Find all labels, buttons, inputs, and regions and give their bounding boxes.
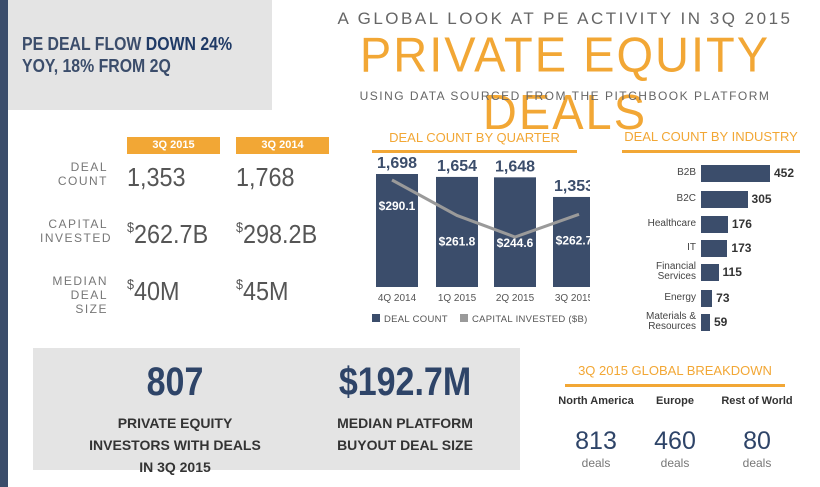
row-label: DEAL COUNT [57,160,108,188]
title: PRIVATE EQUITY DEALS [359,26,771,140]
legend-label: CAPITAL INVESTED ($B) [472,314,588,325]
region-name: Europe [656,395,694,407]
bar-value-label: 1,648 [495,158,535,175]
callout-highlight: DOWN 24% [145,34,233,54]
category-label: Financial Services [655,261,696,282]
cell-amount: 45M [243,276,289,306]
legend-label: DEAL COUNT [384,314,448,325]
bar [701,191,748,208]
currency-symbol: $ [127,276,135,292]
region-count: 813 [575,427,617,455]
cell-amount: 40M [134,276,180,306]
cell: $262.7B [127,219,208,250]
breakdown-title: 3Q 2015 GLOBAL BREAKDOWN [578,363,772,378]
legend-swatch [460,314,468,322]
callout-rest: YOY, 18% FROM 2Q [22,56,171,76]
cell: $298.2B [236,219,317,250]
bar-value-label: 173 [731,241,752,255]
row-label: CAPITAL INVESTED [40,217,113,245]
bar [701,165,770,182]
bar [701,264,719,281]
quarter-chart: 1,698 4Q 2014 1,654 1Q 2015 1,648 2Q 2015 1,35… [372,155,590,325]
cell-amount: 1,353 [127,162,186,192]
bar-value-label: 176 [731,217,752,231]
line-value-label: $244.6 [497,236,534,250]
stat-value: $192.7M [338,360,472,404]
stats-box [33,348,520,470]
x-tick-label: 2Q 2015 [496,293,535,304]
callout-lead: PE DEAL FLOW [22,34,142,54]
currency-symbol: $ [236,219,244,235]
category-label: Healthcare [647,218,696,229]
subtitle: USING DATA SOURCED FROM THE PITCHBOOK PL… [359,89,771,103]
x-tick-label: 1Q 2015 [438,293,477,304]
bar [701,216,728,233]
cell-amount: 262.7B [134,219,209,249]
line-value-label: $290.1 [379,199,416,213]
line-value-label: $262.7 [556,233,590,247]
bar [701,240,728,257]
line-value-label: $261.8 [439,234,476,248]
x-tick-label: 3Q 2015 [555,293,590,304]
callout-box [8,0,272,110]
bar [553,196,590,287]
cell-amount: 298.2B [243,219,318,249]
region-unit: deals [742,456,772,470]
side-stripe [0,0,8,487]
legend-swatch [372,314,380,322]
cell: 1,353 [127,162,186,193]
cell: 1,768 [236,162,295,193]
bar-value-label: 305 [751,192,772,206]
cell: $40M [127,276,180,307]
chart-title: DEAL COUNT BY INDUSTRY [624,129,798,144]
bar-value-label: 452 [774,166,795,180]
category-label: IT [687,242,696,253]
region-unit: deals [581,456,611,470]
cell-amount: 1,768 [236,162,295,192]
category-label: Energy [664,292,696,303]
region-count: 460 [654,427,696,455]
column-header: 3Q 2014 [236,137,329,154]
line [391,178,580,239]
callout: PE DEAL FLOW DOWN 24% YOY, 18% FROM 2Q [22,33,233,77]
region-name: North America [558,395,634,407]
region-unit: deals [660,456,690,470]
category-label: Materials & Resources [645,311,696,332]
bar [701,290,713,307]
bar-value-label: 59 [714,315,728,329]
bar [376,174,418,287]
row-label: MEDIAN DEAL SIZE [52,274,108,316]
bar [701,314,710,331]
currency-symbol: $ [236,276,244,292]
column-header: 3Q 2015 [127,137,220,154]
title-rule [372,150,577,153]
chart-title: DEAL COUNT BY QUARTER [389,130,560,145]
region-count: 80 [743,427,771,455]
bar-value-label: 1,654 [437,158,477,175]
bar-value-label: 73 [716,291,730,305]
kicker: A GLOBAL LOOK AT PE ACTIVITY IN 3Q 2015 [337,9,793,28]
stat-label: PRIVATE EQUITY INVESTORS WITH DEALS IN 3… [89,415,261,475]
bar [436,176,478,287]
bar-value-label: 115 [722,265,742,279]
category-label: B2C [676,193,696,204]
x-tick-label: 4Q 2014 [378,293,417,304]
title-rule [622,150,800,153]
breakdown-rule [565,384,785,387]
bar-value-label: 1,353 [554,178,590,195]
category-label: B2B [677,167,696,178]
stat-label: MEDIAN PLATFORM BUYOUT DEAL SIZE [337,415,473,453]
bar-value-label: 1,698 [377,155,417,172]
currency-symbol: $ [127,219,135,235]
cell: $45M [236,276,289,307]
stat-value: 807 [146,360,204,404]
region-name: Rest of World [721,395,793,407]
